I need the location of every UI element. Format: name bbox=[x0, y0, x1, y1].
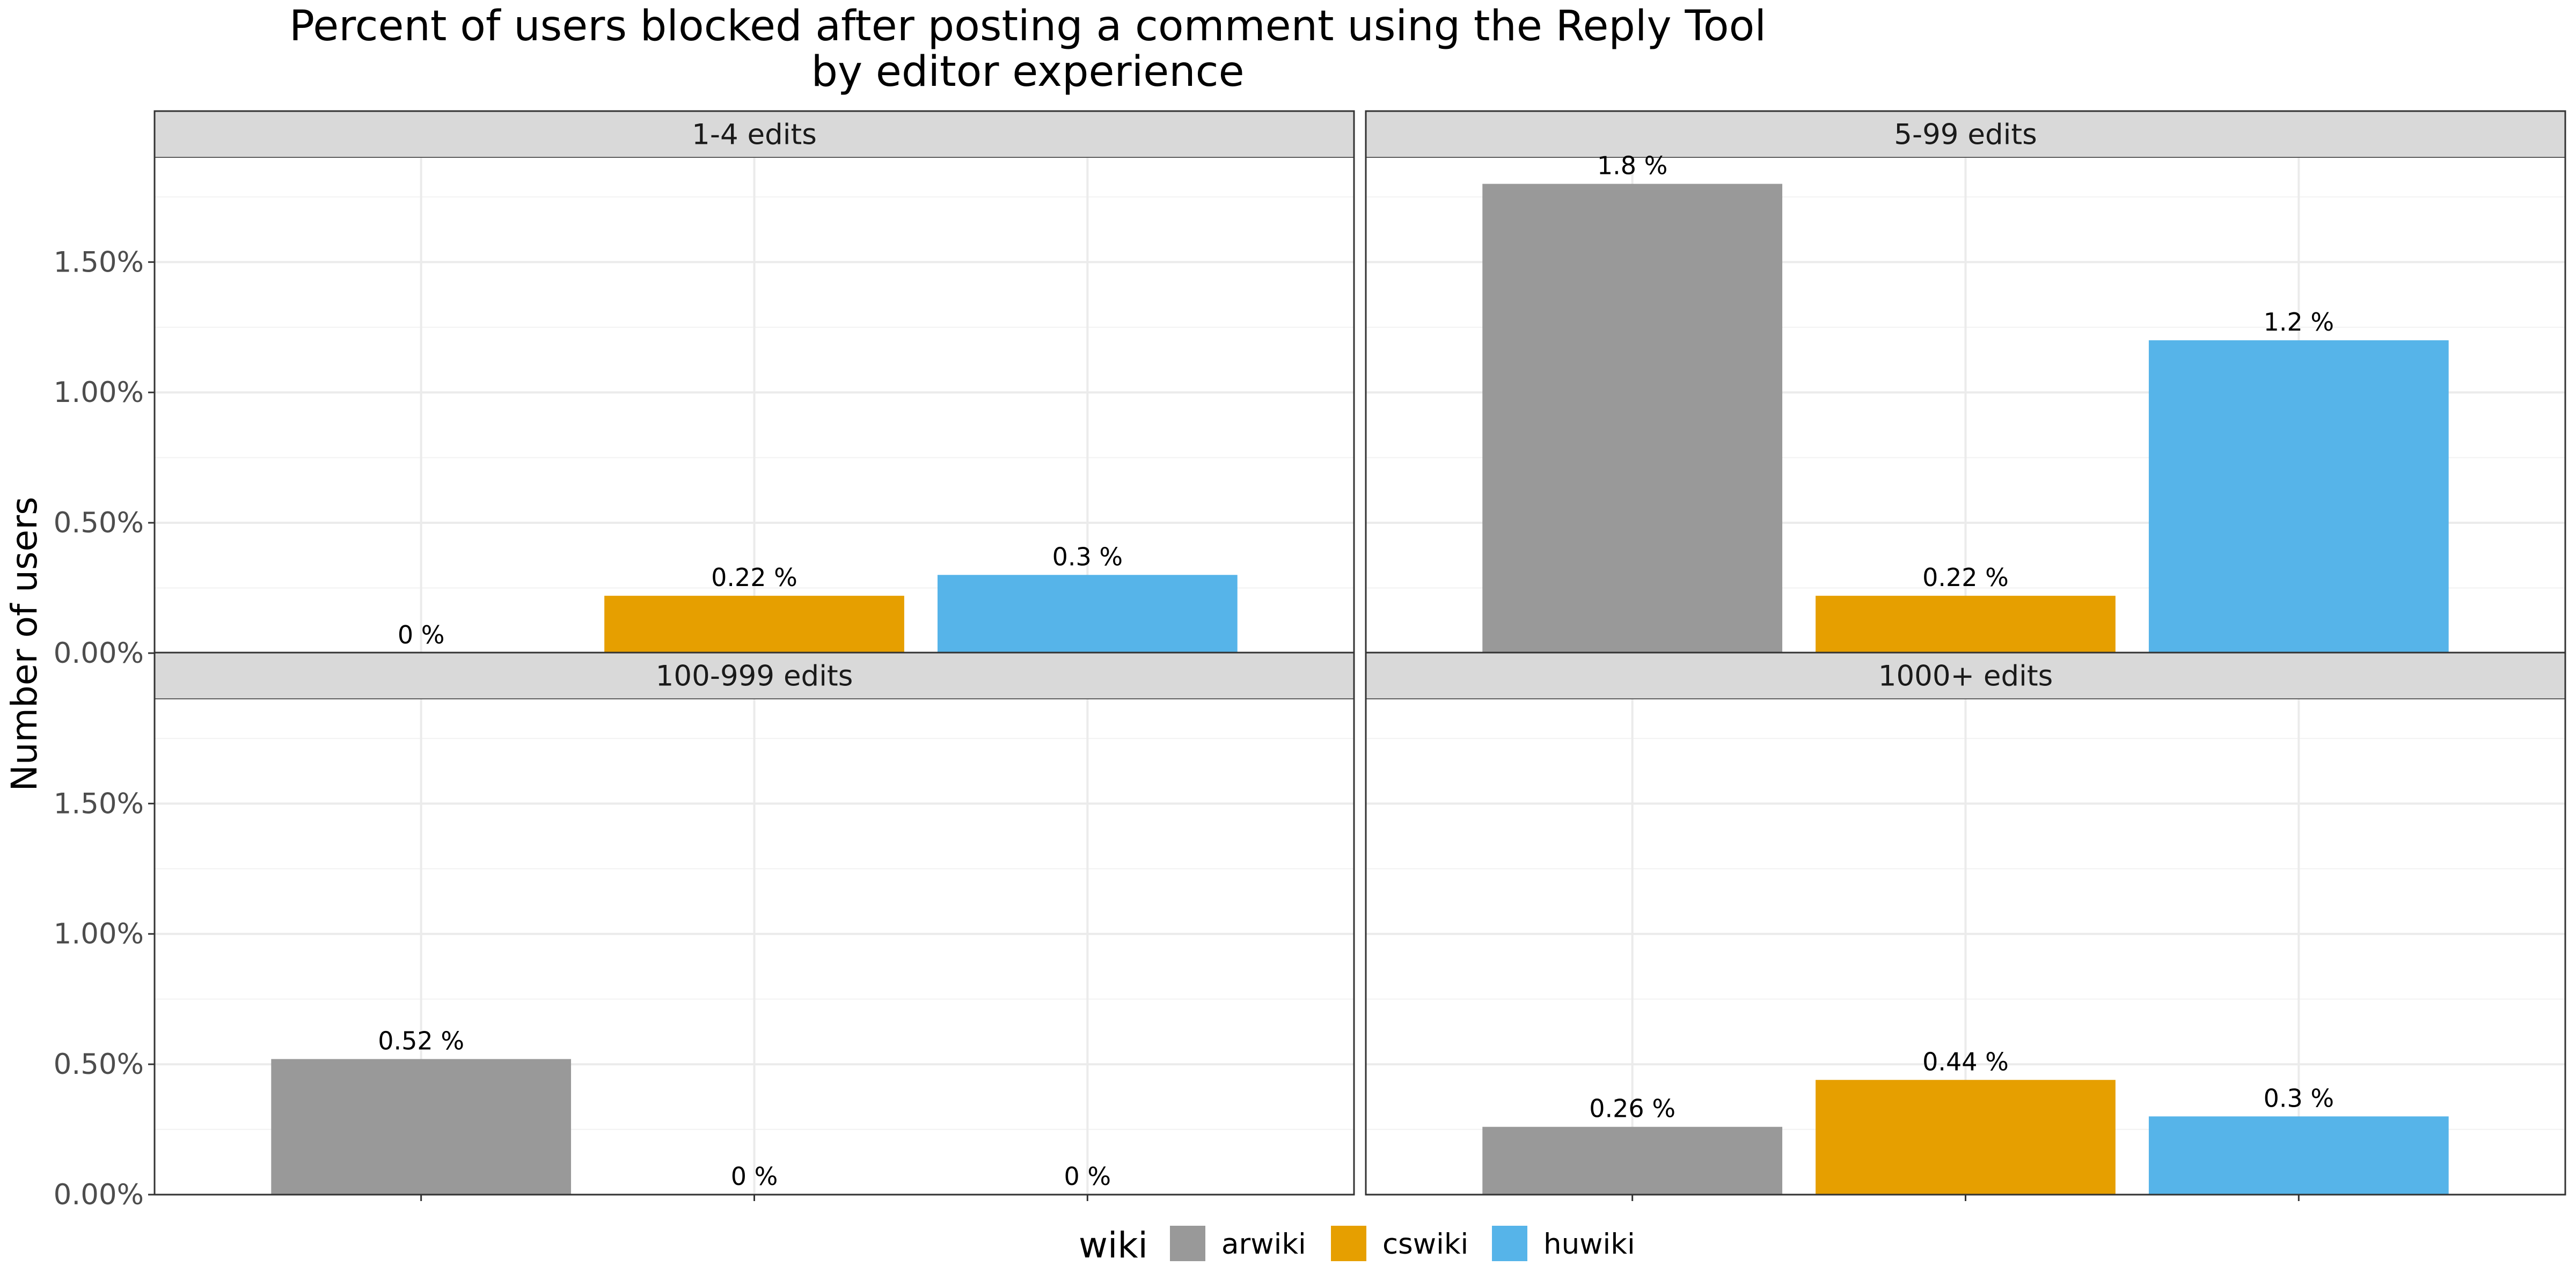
y-tick-label: 1.00% bbox=[54, 918, 144, 950]
facet-strip-label: 1-4 edits bbox=[692, 119, 817, 151]
y-tick-label: 0.50% bbox=[54, 507, 144, 539]
data-label: 0.22 % bbox=[1922, 563, 2009, 592]
data-label: 0 % bbox=[1064, 1162, 1111, 1191]
y-tick-label: 0.00% bbox=[54, 1179, 144, 1211]
legend-swatch bbox=[1492, 1226, 1527, 1261]
legend-swatch bbox=[1331, 1226, 1366, 1261]
facet-panel: 100-999 edits 0.52 % 0 % 0 % 0.00% 0.50% 1.00%… bbox=[54, 652, 1355, 1211]
legend-label: cswiki bbox=[1382, 1228, 1468, 1261]
y-tick-label: 0.50% bbox=[54, 1048, 144, 1081]
facet-strip bbox=[1365, 110, 2566, 159]
bar-huwiki bbox=[937, 575, 1238, 653]
bar-arwiki bbox=[271, 1059, 572, 1195]
chart-title: Percent of users blocked after posting a… bbox=[289, 2, 1766, 50]
facet-strip bbox=[1365, 652, 2566, 700]
facet-strip-label: 5-99 edits bbox=[1894, 119, 2037, 151]
legend-title: wiki bbox=[1079, 1225, 1148, 1266]
y-axis-label: Number of users bbox=[4, 496, 45, 791]
legend: wiki arwiki cswiki huwiki bbox=[1079, 1225, 1635, 1266]
legend-label: arwiki bbox=[1221, 1228, 1306, 1261]
chart-subtitle: by editor experience bbox=[811, 48, 1244, 96]
data-label: 0.52 % bbox=[378, 1026, 464, 1055]
y-tick-label: 1.50% bbox=[54, 246, 144, 279]
legend-item-huwiki: huwiki bbox=[1492, 1226, 1635, 1261]
data-label: 0 % bbox=[731, 1162, 778, 1191]
legend-label: huwiki bbox=[1543, 1228, 1635, 1261]
y-tick-label: 0.00% bbox=[54, 637, 144, 670]
bar-arwiki bbox=[1482, 184, 1783, 653]
legend-swatch bbox=[1170, 1226, 1205, 1261]
facet-strip-label: 100-999 edits bbox=[656, 660, 853, 693]
bar-cswiki bbox=[604, 596, 904, 653]
legend-item-cswiki: cswiki bbox=[1331, 1226, 1468, 1261]
data-label: 0.3 % bbox=[1052, 542, 1123, 571]
data-label: 0.22 % bbox=[711, 563, 797, 592]
facet-strip bbox=[153, 110, 1355, 159]
bar-arwiki bbox=[1482, 1126, 1783, 1195]
bar-huwiki bbox=[2148, 1116, 2449, 1195]
data-label: 1.2 % bbox=[2264, 308, 2334, 336]
y-tick-label: 1.00% bbox=[54, 376, 144, 409]
facet-strip-label: 1000+ edits bbox=[1878, 660, 2053, 693]
data-label: 0.3 % bbox=[2264, 1084, 2334, 1113]
bar-cswiki bbox=[1816, 1080, 2116, 1195]
legend-item-arwiki: arwiki bbox=[1170, 1226, 1306, 1261]
y-tick-label: 1.50% bbox=[54, 787, 144, 820]
facet-panels: 1-4 edits 0 % 0.22 % 0.3 % 0.00% 0.50% 1.00% 1.… bbox=[54, 110, 2566, 1211]
data-label: 0.44 % bbox=[1922, 1047, 2009, 1076]
bar-cswiki bbox=[1816, 596, 2116, 653]
data-label: 1.8 % bbox=[1597, 151, 1668, 180]
data-label: 0.26 % bbox=[1589, 1094, 1675, 1123]
facet-panel: 1000+ edits 0.26 % 0.44 % 0.3 % bbox=[1365, 652, 2566, 1201]
bar-huwiki bbox=[2148, 340, 2449, 653]
facet-panel: 5-99 edits 1.8 % 0.22 % 1.2 % bbox=[1365, 110, 2566, 654]
data-label: 0 % bbox=[398, 620, 445, 649]
facet-panel: 1-4 edits 0 % 0.22 % 0.3 % 0.00% 0.50% 1.00% 1.… bbox=[54, 110, 1355, 670]
